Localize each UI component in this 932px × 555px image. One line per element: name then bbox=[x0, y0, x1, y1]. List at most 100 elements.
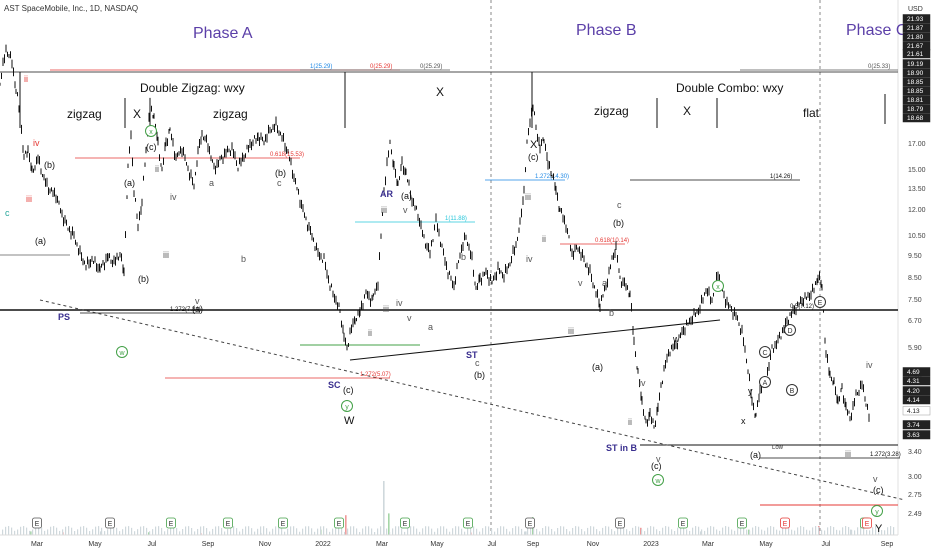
volume-bar bbox=[488, 526, 490, 535]
wave-label: (a) bbox=[35, 236, 46, 246]
volume-bar bbox=[848, 526, 850, 535]
volume-bar bbox=[458, 526, 460, 535]
volume-bar bbox=[572, 527, 574, 535]
wave-label: b bbox=[609, 308, 614, 318]
volume-bar bbox=[245, 526, 247, 535]
volume-bar bbox=[29, 530, 31, 535]
volume-bar bbox=[632, 527, 634, 535]
volume-bar bbox=[674, 530, 676, 535]
volume-bar bbox=[770, 526, 772, 535]
volume-bar bbox=[575, 526, 577, 535]
volume-bar bbox=[422, 528, 424, 535]
volume-bar bbox=[86, 527, 88, 535]
price-badge-label: 21.61 bbox=[907, 51, 924, 58]
earnings-marker-label: E bbox=[618, 521, 623, 528]
rising-trendline bbox=[349, 319, 721, 361]
volume-bar bbox=[11, 527, 13, 535]
earnings-marker bbox=[223, 517, 233, 529]
volume-bar bbox=[614, 531, 616, 535]
wave-label: (a) bbox=[192, 304, 203, 314]
volume-bar bbox=[341, 528, 343, 535]
volume-bar bbox=[662, 527, 664, 535]
volume-bar bbox=[398, 526, 400, 535]
volume-bar bbox=[388, 513, 390, 535]
wave-label: b bbox=[461, 252, 466, 262]
wave-label: w bbox=[672, 334, 680, 344]
time-axis-tick: May bbox=[88, 541, 102, 548]
volume-bar bbox=[287, 528, 289, 535]
volume-bar bbox=[305, 526, 307, 535]
volume-bar bbox=[647, 527, 649, 535]
volume-bar bbox=[437, 528, 439, 535]
price-badge bbox=[902, 59, 931, 69]
price-badge bbox=[902, 23, 931, 33]
structure-label: zigzag bbox=[213, 107, 248, 121]
price-axis[interactable]: 17.00 15.00 13.50 12.00 10.50 9.50 8.50 7.50 6.7… bbox=[902, 14, 931, 519]
volume-bar bbox=[329, 531, 331, 535]
price-axis-tick: 3.40 bbox=[908, 449, 922, 456]
volume-bar bbox=[713, 526, 715, 535]
volume-bar bbox=[473, 526, 475, 535]
volume-bar bbox=[752, 527, 754, 535]
earnings-marker-label: E bbox=[281, 521, 286, 528]
wave-label: c bbox=[617, 200, 622, 210]
volume-bar bbox=[125, 526, 127, 535]
price-badge-label: 4.31 bbox=[907, 378, 920, 385]
earnings-marker-label: E bbox=[226, 521, 231, 528]
fib-label: 0.618(10.14) bbox=[595, 238, 629, 244]
volume-bar bbox=[748, 529, 750, 535]
wave-label: iv bbox=[33, 138, 40, 148]
volume-bar bbox=[104, 531, 106, 535]
volume-bar bbox=[758, 526, 760, 535]
annotation-ar: AR bbox=[380, 189, 393, 199]
earnings-marker-label: E bbox=[35, 521, 40, 528]
time-axis-tick: Jul bbox=[822, 541, 831, 548]
volume-bar bbox=[842, 527, 844, 535]
time-axis-tick: Nov bbox=[259, 541, 272, 548]
volume-bar bbox=[671, 529, 673, 535]
circled-wave-label: A bbox=[763, 380, 768, 387]
wave-label: ii bbox=[24, 74, 28, 84]
price-badge bbox=[902, 32, 931, 42]
wave-label: v bbox=[407, 313, 412, 323]
volume-bar bbox=[734, 530, 736, 535]
time-axis[interactable]: Mar May Jul Sep Nov 2022 Mar May Jul Sep Nov 2023 Ma… bbox=[0, 534, 898, 548]
time-axis-tick: Jul bbox=[148, 541, 157, 548]
volume-bar bbox=[620, 526, 622, 535]
volume-bar bbox=[278, 526, 280, 535]
volume-bar bbox=[728, 526, 730, 535]
volume-bar bbox=[23, 526, 25, 535]
volume-bar bbox=[377, 528, 379, 535]
volume-bar bbox=[407, 528, 409, 535]
volume-bar bbox=[170, 526, 172, 535]
volume-bar bbox=[371, 528, 373, 535]
wave-label: (a) bbox=[750, 450, 761, 460]
volume-bar bbox=[74, 530, 76, 535]
volume-bar bbox=[179, 531, 181, 535]
wave-label: a bbox=[428, 322, 433, 332]
volume-bar bbox=[77, 529, 79, 535]
volume-bar bbox=[26, 527, 28, 535]
volume-bar bbox=[155, 526, 157, 535]
price-axis-tick: 12.00 bbox=[908, 207, 926, 214]
price-badge-label: 18.90 bbox=[907, 70, 924, 77]
wave-label: (b) bbox=[138, 274, 149, 284]
price-badge-label: 4.14 bbox=[907, 397, 920, 404]
earnings-marker-label: E bbox=[337, 521, 342, 528]
volume-bar bbox=[299, 531, 301, 535]
volume-bar bbox=[257, 528, 259, 535]
volume-bar bbox=[44, 530, 46, 535]
volume-bar bbox=[518, 526, 520, 535]
circled-wave-label: y bbox=[875, 509, 879, 516]
volume-bar bbox=[152, 529, 154, 535]
volume-bar bbox=[32, 529, 34, 535]
wave-label: (a) bbox=[592, 362, 603, 372]
volume-bar bbox=[623, 526, 625, 535]
wave-label: iv bbox=[639, 378, 646, 388]
volume-bar bbox=[440, 526, 442, 535]
wave-label: v bbox=[873, 474, 878, 484]
circled-labels: x w y w x y A B C D E bbox=[116, 125, 883, 517]
circled-wave-label: x bbox=[149, 129, 153, 136]
price-badge-label: 18.85 bbox=[907, 79, 924, 86]
time-axis-tick: Nov bbox=[587, 541, 600, 548]
